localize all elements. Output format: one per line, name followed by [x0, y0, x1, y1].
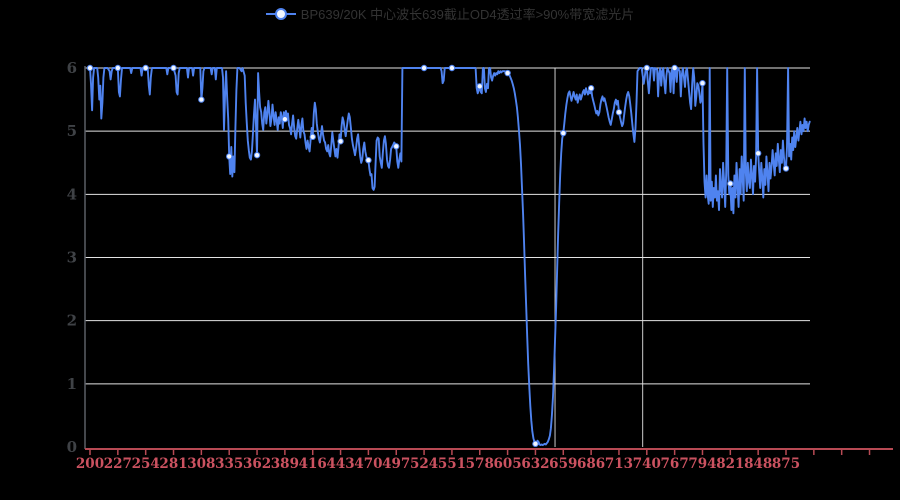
data-point-marker [504, 69, 511, 77]
data-point-marker [615, 109, 623, 116]
x-axis-label: 659 [549, 456, 577, 472]
legend-item[interactable]: BP639/20K 中心波长639截止OD4透过率>90%带宽滤光片 [265, 4, 635, 23]
y-axis-label: 1 [67, 375, 77, 393]
data-point-marker [532, 440, 539, 448]
data-point-marker [393, 143, 400, 150]
axis-layer [84, 66, 893, 455]
grid-layer [85, 67, 810, 447]
data-point-marker [782, 165, 790, 172]
x-axis-label: 848 [744, 456, 772, 472]
x-axis-label: 470 [354, 456, 382, 472]
x-axis-label: 632 [521, 456, 549, 472]
data-point-marker [337, 138, 344, 145]
x-axis-label: 308 [187, 456, 215, 472]
x-axis-label: 821 [716, 456, 744, 472]
line-series-marker-icon [265, 7, 296, 20]
x-axis-label: 794 [688, 456, 716, 472]
data-point-marker [114, 64, 122, 72]
data-point-marker [420, 64, 428, 72]
data-point-marker [142, 64, 149, 72]
series-line [89, 67, 811, 447]
x-axis-label: 254 [132, 456, 160, 472]
data-point-marker [754, 150, 762, 157]
data-point-marker [587, 85, 595, 92]
x-axis-label: 740 [633, 456, 661, 472]
data-point-marker [226, 153, 233, 160]
data-point-marker [727, 180, 734, 187]
x-axis-label: 605 [494, 456, 522, 472]
y-axis-label: 2 [67, 312, 77, 330]
series-layer [86, 64, 811, 448]
data-point-marker [170, 64, 177, 72]
x-axis-label: 227 [104, 456, 132, 472]
data-point-marker [699, 79, 706, 87]
x-axis-label: 686 [577, 456, 605, 472]
x-axis-label: 200 [76, 456, 104, 472]
legend: BP639/20K 中心波长639截止OD4透过率>90%带宽滤光片 [0, 4, 900, 23]
x-axis-label: 578 [466, 456, 494, 472]
x-axis-label: 497 [382, 456, 410, 472]
data-point-marker [476, 83, 483, 90]
x-axis-label: 443 [326, 456, 354, 472]
data-point-marker [560, 129, 567, 137]
x-axis-label: 281 [159, 456, 187, 472]
data-point-marker [281, 115, 289, 123]
x-axis-label: 713 [605, 456, 633, 472]
data-point-marker [198, 96, 205, 103]
data-point-marker [86, 64, 94, 72]
y-axis-label: 6 [67, 59, 77, 77]
data-point-marker [448, 64, 456, 72]
x-axis-label: 524 [410, 456, 438, 472]
y-axis-label: 4 [67, 185, 77, 203]
x-axis-label: 335 [215, 456, 243, 472]
x-axis-label: 551 [438, 456, 466, 472]
x-axis-label: 389 [271, 456, 299, 472]
x-axis-label: 875 [772, 456, 800, 472]
data-point-marker [365, 157, 372, 164]
y-axis-label: 3 [67, 249, 77, 267]
data-point-marker [643, 64, 650, 72]
data-point-marker [309, 133, 316, 141]
legend-label: BP639/20K 中心波长639截止OD4透过率>90%带宽滤光片 [300, 7, 635, 22]
data-point-marker [671, 64, 678, 72]
x-axis-label: 767 [661, 456, 689, 472]
y-axis-label: 5 [67, 122, 77, 140]
label-layer: 200 227 254 281 308 335 362 389 416 443 470 497 524 5… [67, 59, 801, 472]
y-axis-label: 0 [67, 438, 77, 456]
x-axis-label: 416 [299, 456, 327, 472]
data-point-marker [253, 151, 261, 159]
x-axis-label: 362 [243, 456, 271, 472]
